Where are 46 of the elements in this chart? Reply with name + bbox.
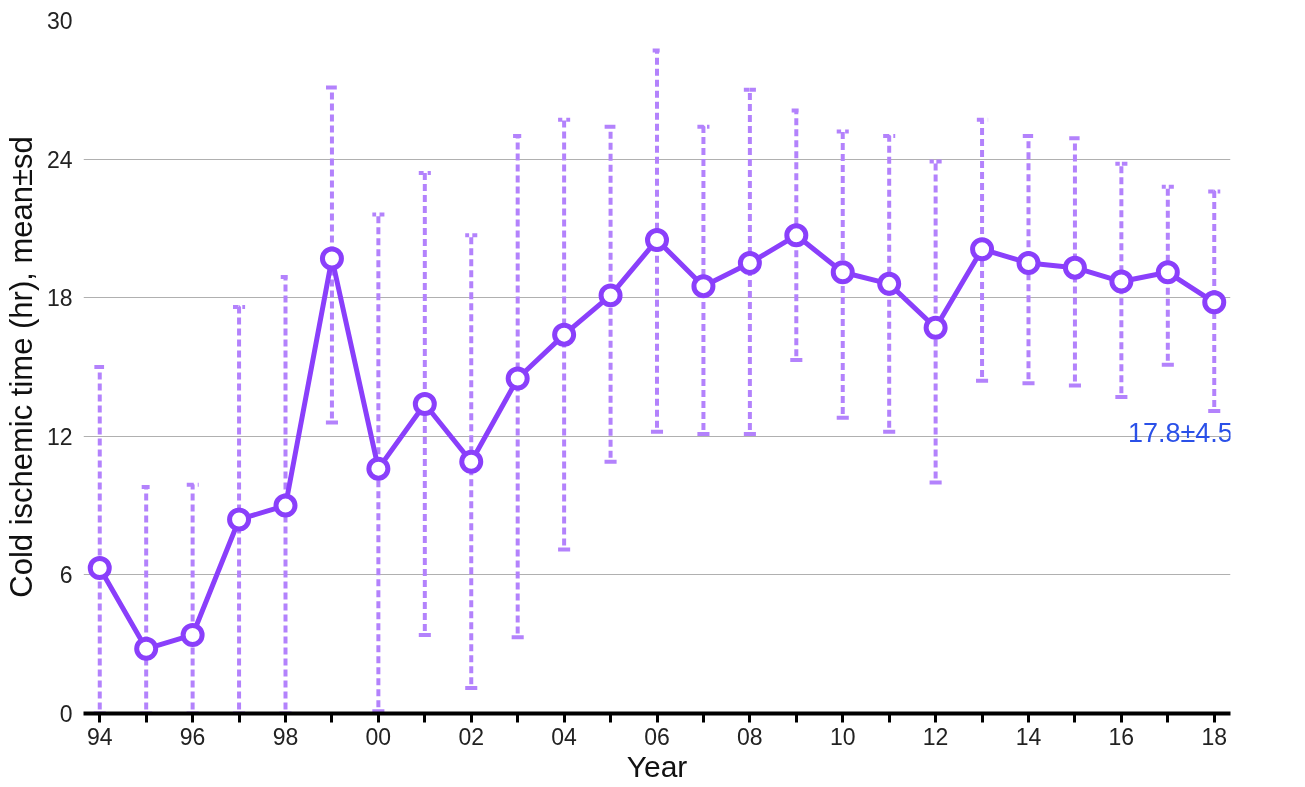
x-tick-label: 96 [179,723,206,750]
point [737,251,762,276]
point [645,227,669,252]
point [319,246,344,271]
point [1202,290,1227,315]
point [459,449,484,474]
y-tick-label: 6 [59,562,73,589]
x-tick-label: 02 [458,723,485,750]
x-tick-label: 18 [1201,723,1228,750]
x-tick-label: 00 [365,723,392,750]
x-axis-title: Year [626,749,688,783]
x-tick-label: 04 [551,723,578,750]
y-tick-label: 12 [46,423,73,450]
x-tick-label: 08 [737,723,763,750]
point [87,555,112,580]
x-tick-label: 12 [922,723,949,750]
y-tick-label: 24 [46,146,73,173]
y-axis-title: Cold ischemic time (hr), mean±sd [3,136,39,598]
point [1016,251,1041,276]
x-tick-label: 06 [644,723,670,750]
point [598,283,623,308]
x-tick-label: 98 [272,723,299,750]
x-tick-label: 16 [1108,723,1135,750]
point [1109,269,1134,294]
point [366,456,391,481]
point [970,237,995,262]
point [923,315,948,340]
y-tick-label: 18 [46,285,73,312]
point [505,366,530,391]
x-tick-label: 14 [1015,723,1042,750]
point [830,260,855,285]
y-tick-label: 30 [46,8,73,34]
point [134,636,159,661]
point [180,622,205,647]
x-tick-label: 94 [86,723,113,750]
point [273,493,298,518]
point [227,507,252,532]
x-tick-label: 10 [829,723,856,750]
point [1155,260,1180,285]
point [784,223,809,248]
point [1062,255,1087,280]
point [412,391,437,416]
point [691,274,716,299]
point [552,322,577,347]
y-tick-label: 0 [59,701,73,727]
point [877,271,902,296]
